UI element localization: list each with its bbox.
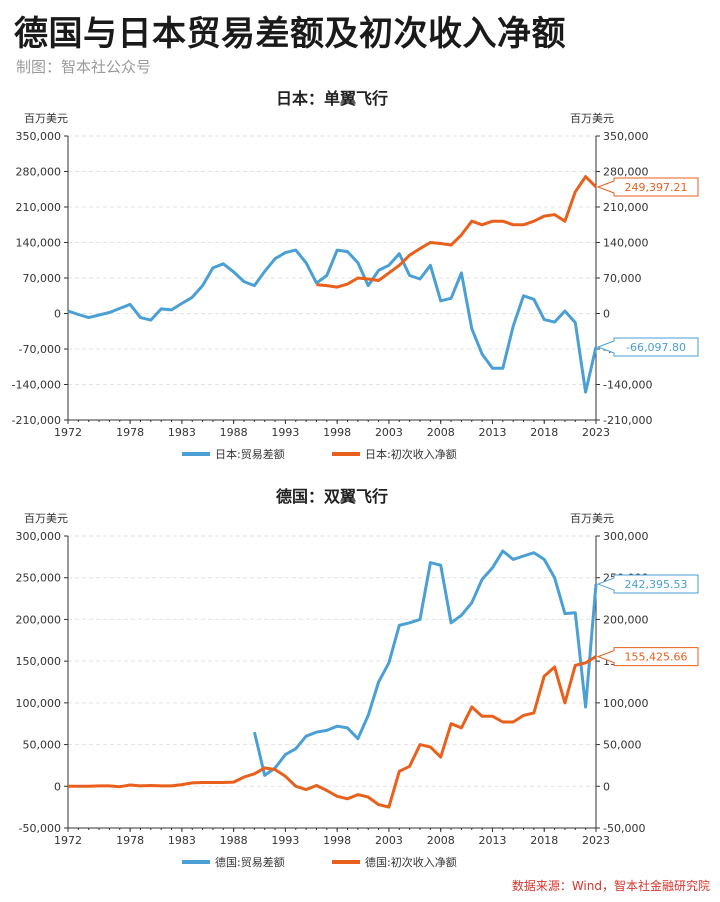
y-tick-label-left: 140,000	[16, 237, 62, 250]
y-tick-label-left: 150,000	[16, 655, 62, 668]
callout-value: 155,425.66	[625, 651, 688, 664]
page-subtitle: 制图：智本社公众号	[16, 58, 152, 76]
x-tick-label: 1983	[168, 834, 196, 847]
y-tick-label-right: 300,000	[603, 530, 649, 543]
chart-title: 德国：双翼飞行	[276, 487, 388, 506]
callout-box	[596, 337, 699, 357]
x-tick-label: 1972	[54, 834, 82, 847]
y-tick-label-left: 100,000	[16, 697, 62, 710]
y-tick-label-right: -210,000	[603, 414, 652, 427]
series-line-0	[67, 248, 598, 394]
end-value-callout: 242,395.53	[596, 574, 699, 594]
x-tick-label: 2013	[478, 426, 506, 439]
y-tick-label-left: -140,000	[12, 379, 61, 392]
x-tick-label: 2008	[427, 426, 455, 439]
legend-label: 日本:贸易差额	[215, 447, 285, 461]
end-value-callout: 155,425.66	[596, 647, 699, 667]
y-tick-label-left: -70,000	[19, 343, 61, 356]
x-tick-label: 2023	[582, 426, 610, 439]
y-axis-unit-right: 百万美元	[570, 512, 614, 525]
callout-value: -66,097.80	[626, 341, 686, 354]
series-line-1	[68, 655, 597, 809]
y-tick-label-right: 200,000	[603, 613, 649, 626]
legend: 日本:贸易差额 日本:初次收入净额	[182, 447, 457, 461]
callout-value: 249,397.21	[625, 181, 688, 194]
legend-label: 日本:初次收入净额	[365, 447, 457, 461]
y-tick-label-left: 0	[54, 308, 61, 321]
x-tick-label: 1993	[271, 834, 299, 847]
page-title: 德国与日本贸易差额及初次收入净额	[14, 14, 566, 54]
y-tick-label-right: 350,000	[603, 130, 649, 143]
x-tick-label: 1972	[54, 426, 82, 439]
x-tick-label: 2013	[478, 834, 506, 847]
x-tick-label: 1978	[116, 426, 144, 439]
y-axis-unit-left: 百万美元	[24, 112, 68, 125]
series-line-0	[252, 549, 598, 777]
y-tick-label-left: 200,000	[16, 613, 62, 626]
x-tick-label: 2003	[375, 834, 403, 847]
callout-box	[596, 177, 699, 197]
y-tick-label-right: 210,000	[603, 201, 649, 214]
y-tick-label-left: -50,000	[19, 822, 61, 835]
y-tick-label-left: 70,000	[23, 272, 62, 285]
y-tick-label-right: 50,000	[603, 739, 642, 752]
series-line-1	[316, 175, 598, 289]
y-tick-label-right: 100,000	[603, 697, 649, 710]
x-tick-label: 1998	[323, 426, 351, 439]
callout-value: 242,395.53	[625, 578, 688, 591]
x-tick-label: 2018	[530, 834, 558, 847]
x-tick-label: 2008	[427, 834, 455, 847]
x-tick-label: 1983	[168, 426, 196, 439]
y-tick-label-left: 300,000	[16, 530, 62, 543]
x-tick-label: 1993	[271, 426, 299, 439]
x-tick-label: 1988	[220, 426, 248, 439]
x-tick-label: 1988	[220, 834, 248, 847]
data-source-note: 数据来源：Wind，智本社金融研究院	[511, 879, 710, 893]
legend-label: 德国:贸易差额	[215, 855, 285, 869]
y-tick-label-right: -50,000	[603, 822, 645, 835]
y-tick-label-left: 50,000	[23, 739, 62, 752]
end-value-callout: -66,097.80	[596, 337, 699, 357]
y-tick-label-right: 0	[603, 308, 610, 321]
y-tick-label-left: -210,000	[12, 414, 61, 427]
chart-title: 日本：单翼飞行	[276, 89, 388, 108]
callout-box	[596, 647, 699, 667]
legend-label: 德国:初次收入净额	[365, 855, 457, 869]
y-tick-label-left: 350,000	[16, 130, 62, 143]
x-tick-label: 1998	[323, 834, 351, 847]
x-tick-label: 2003	[375, 426, 403, 439]
callout-box	[596, 574, 699, 594]
y-tick-label-right: 280,000	[603, 166, 649, 179]
x-tick-label: 1978	[116, 834, 144, 847]
y-axis-unit-right: 百万美元	[570, 112, 614, 125]
y-tick-label-left: 280,000	[16, 166, 62, 179]
y-tick-label-left: 250,000	[16, 572, 62, 585]
end-value-callout: 249,397.21	[596, 177, 699, 197]
legend: 德国:贸易差额 德国:初次收入净额	[182, 855, 457, 869]
y-tick-label-left: 210,000	[16, 201, 62, 214]
x-tick-label: 2023	[582, 834, 610, 847]
y-tick-label-right: 70,000	[603, 272, 642, 285]
y-axis-unit-left: 百万美元	[24, 512, 68, 525]
x-tick-label: 2018	[530, 426, 558, 439]
y-tick-label-left: 0	[54, 780, 61, 793]
y-tick-label-right: 0	[603, 780, 610, 793]
y-tick-label-right: 140,000	[603, 237, 649, 250]
y-tick-label-right: -140,000	[603, 379, 652, 392]
